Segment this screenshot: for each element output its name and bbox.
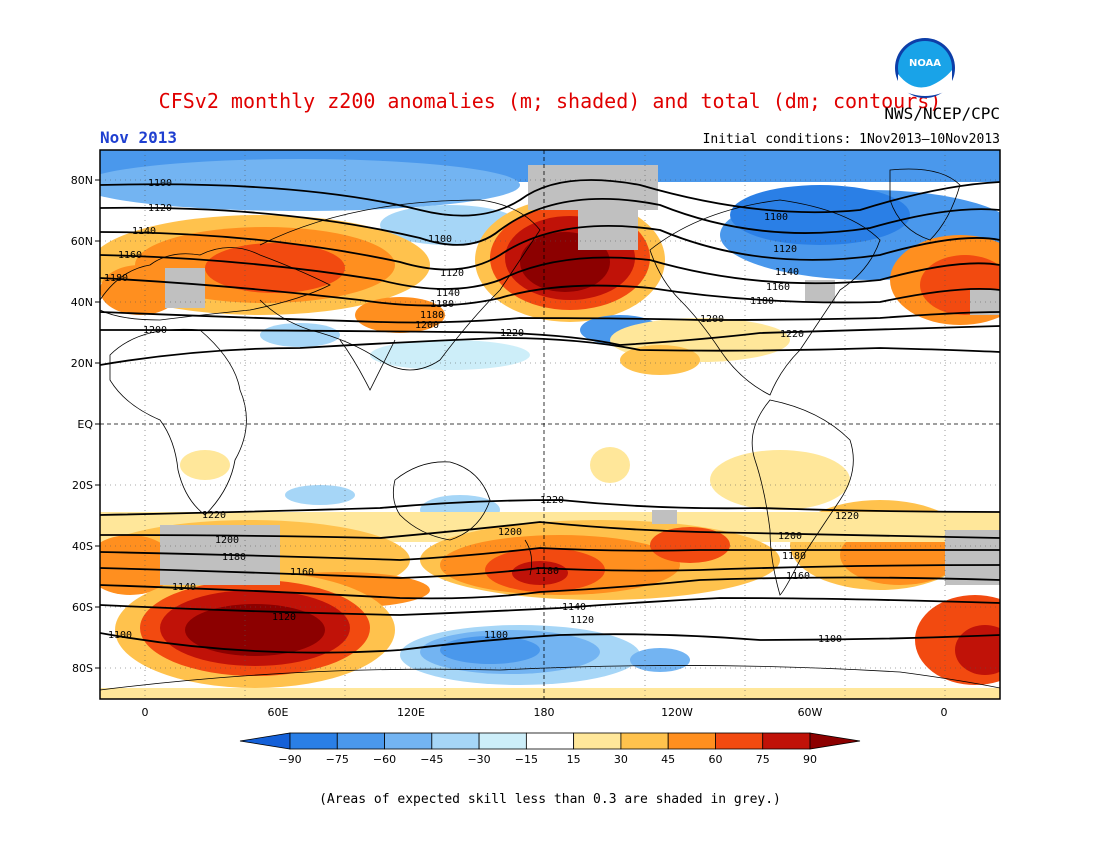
contour-label: 1120 [773,244,797,255]
contour-label: 1200 [143,325,167,336]
colorbar-tick-label: 15 [567,753,581,766]
organization-label: NWS/NCEP/CPC [884,104,1000,123]
colorbar-cell [431,732,480,750]
lat-label: 80S [72,662,93,675]
colorbar-left-arrow [239,732,291,750]
contour-label: 1160 [118,250,142,261]
equator-dateline [100,150,1000,699]
contour-label: 1160 [290,567,314,578]
lat-label: 80N [71,174,93,187]
colorbar-tick-label: −60 [373,753,396,766]
lon-label: 60E [268,706,289,719]
skill-footnote: (Areas of expected skill less than 0.3 a… [319,792,781,807]
longitude-axis: 0 60E 120E 180 120W 60W 0 [142,706,948,719]
lon-label: 0 [941,706,948,719]
colorbar-tick-label: −75 [326,753,349,766]
contour-label: 1120 [272,612,296,623]
colorbar-tick-label: −15 [515,753,538,766]
lon-label: 60W [798,706,823,719]
contour-label: 1100 [108,630,132,641]
contour-label: 1220 [780,329,804,340]
colorbar-cell [573,732,622,750]
lat-label: 40S [72,540,93,553]
colorbar-tick-label: −90 [278,753,301,766]
lon-label: 120W [661,706,693,719]
contour-label: 1200 [778,531,802,542]
contour-label: 1200 [498,527,522,538]
contour-label: 1120 [440,268,464,279]
contour-label: 1160 [786,571,810,582]
lat-label: 60N [71,235,93,248]
contour-labels: 1100 1120 1140 1160 1180 1200 1100 1120 … [104,178,859,645]
contour-label: 1200 [700,314,724,325]
colorbar-cell [667,732,716,750]
lon-label: 120E [397,706,425,719]
contour-label: 1120 [570,615,594,626]
contour-label: 1180 [222,552,246,563]
contour-label: 1220 [835,511,859,522]
contour-label: 1160 [766,282,790,293]
colorbar-tick-label: 75 [756,753,770,766]
contour-label: 1180 [420,310,444,321]
lat-label: 60S [72,601,93,614]
contour-label: 1140 [436,288,460,299]
colorbar-cell [620,732,669,750]
lat-label: 20S [72,479,93,492]
colorbar-tick-label: 60 [708,753,722,766]
contour-label: 1100 [764,212,788,223]
colorbar: −90 −75 −60 −45 −30 −15 15 30 45 60 75 90 [239,732,861,766]
contour-label: 1180 [104,273,128,284]
contour-label: 1180 [750,296,774,307]
lon-label: 0 [142,706,149,719]
colorbar-right-arrow [809,732,861,750]
colorbar-tick-label: −30 [467,753,490,766]
contour-label: 1120 [148,203,172,214]
latitude-axis: 80N 60N 40N 20N EQ 20S 40S 60S 80S [71,174,94,675]
contour-label: 1220 [540,495,564,506]
contour-label: 1140 [132,226,156,237]
colorbar-cell [762,732,811,750]
contour-label: 1100 [148,178,172,189]
lon-label: 180 [534,706,555,719]
lat-label: 40N [71,296,93,309]
chart-title: CFSv2 monthly z200 anomalies (m; shaded)… [158,89,942,113]
colorbar-cell [384,732,433,750]
lat-label: 20N [71,357,93,370]
contour-label: 1100 [484,630,508,641]
contour-label: 1100 [428,234,452,245]
noaa-logo-icon: NOAA [895,38,955,98]
contour-label: 1180 [782,551,806,562]
colorbar-cell [478,732,527,750]
colorbar-tick-label: 30 [614,753,628,766]
contour-label: 1140 [172,582,196,593]
colorbar-cell [525,732,575,750]
contour-label: 1180 [430,299,454,310]
contour-label: 1220 [500,328,524,339]
colorbar-cell [715,732,764,750]
grid-lines [100,150,1000,699]
lat-label: EQ [77,418,93,431]
forecast-month: Nov 2013 [100,128,178,147]
coastlines [100,168,1000,691]
contour-label: 1200 [215,535,239,546]
anomaly-shading [100,150,1000,699]
contour-label: 1100 [818,634,842,645]
contour-label: 1140 [775,267,799,278]
contour-label: 1220 [202,510,226,521]
colorbar-tick-label: −45 [420,753,443,766]
contour-label: 1140 [562,602,586,613]
colorbar-tick-label: 45 [661,753,675,766]
contour-label: 1200 [415,320,439,331]
height-contours [100,179,1000,654]
svg-text:NOAA: NOAA [909,58,941,69]
colorbar-tick-label: 90 [803,753,817,766]
contour-label: 1180 [535,566,559,577]
colorbar-cell [289,732,338,750]
colorbar-cell [336,732,385,750]
initial-conditions: Initial conditions: 1Nov2013–10Nov2013 [702,132,1000,147]
